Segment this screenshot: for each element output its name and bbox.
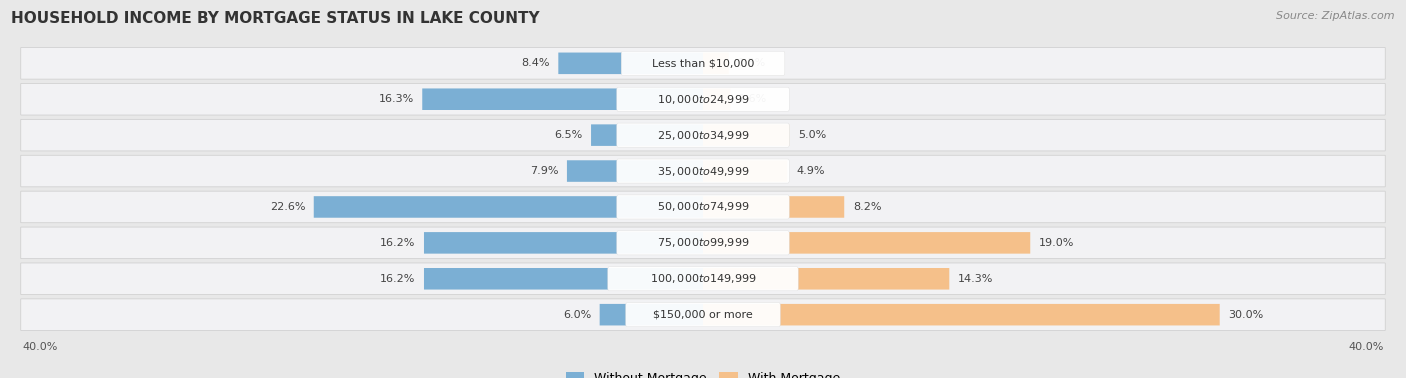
- Text: $50,000 to $74,999: $50,000 to $74,999: [657, 200, 749, 214]
- FancyBboxPatch shape: [21, 84, 1385, 115]
- FancyBboxPatch shape: [425, 232, 703, 254]
- FancyBboxPatch shape: [703, 304, 1219, 325]
- Text: 14.3%: 14.3%: [957, 274, 993, 284]
- Text: 6.0%: 6.0%: [562, 310, 591, 320]
- FancyBboxPatch shape: [617, 123, 789, 147]
- FancyBboxPatch shape: [21, 263, 1385, 294]
- Text: 30.0%: 30.0%: [1229, 310, 1264, 320]
- FancyBboxPatch shape: [703, 268, 949, 290]
- Text: HOUSEHOLD INCOME BY MORTGAGE STATUS IN LAKE COUNTY: HOUSEHOLD INCOME BY MORTGAGE STATUS IN L…: [11, 11, 540, 26]
- Text: $100,000 to $149,999: $100,000 to $149,999: [650, 272, 756, 285]
- Text: 1.6%: 1.6%: [740, 94, 768, 104]
- Text: 40.0%: 40.0%: [1348, 342, 1384, 352]
- FancyBboxPatch shape: [21, 119, 1385, 151]
- Text: Source: ZipAtlas.com: Source: ZipAtlas.com: [1277, 11, 1395, 21]
- FancyBboxPatch shape: [314, 196, 703, 218]
- FancyBboxPatch shape: [703, 160, 787, 182]
- FancyBboxPatch shape: [617, 159, 789, 183]
- Text: 7.9%: 7.9%: [530, 166, 558, 176]
- Text: 5.0%: 5.0%: [797, 130, 825, 140]
- Text: $25,000 to $34,999: $25,000 to $34,999: [657, 129, 749, 142]
- Text: $75,000 to $99,999: $75,000 to $99,999: [657, 236, 749, 249]
- FancyBboxPatch shape: [21, 299, 1385, 330]
- Text: 4.9%: 4.9%: [796, 166, 824, 176]
- Text: 19.0%: 19.0%: [1039, 238, 1074, 248]
- FancyBboxPatch shape: [591, 124, 703, 146]
- FancyBboxPatch shape: [21, 227, 1385, 259]
- FancyBboxPatch shape: [21, 48, 1385, 79]
- FancyBboxPatch shape: [425, 268, 703, 290]
- FancyBboxPatch shape: [621, 51, 785, 75]
- FancyBboxPatch shape: [703, 124, 789, 146]
- Text: 40.0%: 40.0%: [22, 342, 58, 352]
- FancyBboxPatch shape: [703, 196, 844, 218]
- Text: 16.3%: 16.3%: [378, 94, 413, 104]
- FancyBboxPatch shape: [703, 53, 728, 74]
- FancyBboxPatch shape: [617, 231, 789, 255]
- FancyBboxPatch shape: [626, 303, 780, 327]
- FancyBboxPatch shape: [558, 53, 703, 74]
- Legend: Without Mortgage, With Mortgage: Without Mortgage, With Mortgage: [561, 367, 845, 378]
- Text: 16.2%: 16.2%: [380, 238, 415, 248]
- Text: $35,000 to $49,999: $35,000 to $49,999: [657, 164, 749, 178]
- FancyBboxPatch shape: [599, 304, 703, 325]
- Text: Less than $10,000: Less than $10,000: [652, 58, 754, 68]
- Text: 16.2%: 16.2%: [380, 274, 415, 284]
- FancyBboxPatch shape: [607, 267, 799, 291]
- FancyBboxPatch shape: [703, 232, 1031, 254]
- FancyBboxPatch shape: [422, 88, 703, 110]
- Text: 8.2%: 8.2%: [853, 202, 882, 212]
- FancyBboxPatch shape: [703, 88, 731, 110]
- Text: $10,000 to $24,999: $10,000 to $24,999: [657, 93, 749, 106]
- Text: 1.5%: 1.5%: [738, 58, 766, 68]
- FancyBboxPatch shape: [21, 155, 1385, 187]
- FancyBboxPatch shape: [617, 87, 789, 111]
- Text: $150,000 or more: $150,000 or more: [654, 310, 752, 320]
- Text: 8.4%: 8.4%: [522, 58, 550, 68]
- Text: 6.5%: 6.5%: [554, 130, 582, 140]
- FancyBboxPatch shape: [617, 195, 789, 219]
- FancyBboxPatch shape: [567, 160, 703, 182]
- Text: 22.6%: 22.6%: [270, 202, 305, 212]
- FancyBboxPatch shape: [21, 191, 1385, 223]
